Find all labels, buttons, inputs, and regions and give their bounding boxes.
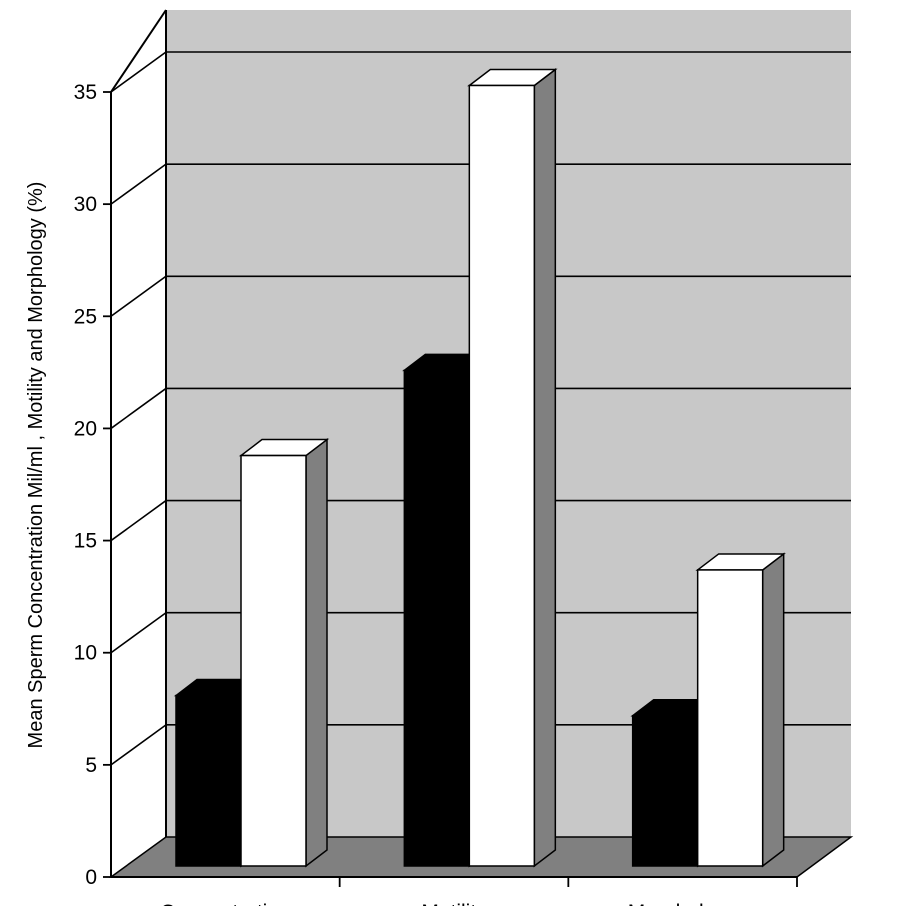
bar — [238, 438, 330, 868]
bar-front — [240, 454, 307, 867]
y-tick-label: 10 — [74, 642, 97, 665]
y-tick-label: 35 — [74, 81, 97, 104]
gridline-side — [110, 163, 167, 205]
y-axis-top-edge — [110, 9, 167, 93]
bar-front — [696, 569, 764, 867]
x-category-label: Motility — [421, 901, 487, 906]
bar-front — [175, 694, 242, 867]
bar — [695, 552, 786, 868]
bar — [467, 67, 558, 868]
bar-front — [468, 84, 536, 867]
gridline-side — [110, 387, 167, 430]
y-axis-label: Mean Sperm Concentration Mil/ml , Motili… — [25, 182, 47, 749]
bar-front — [631, 714, 699, 867]
x-category-label: Morphology — [628, 901, 738, 906]
side-wall — [111, 10, 166, 877]
x-category-label: Concentration — [160, 901, 291, 906]
gridline-side — [110, 724, 167, 766]
y-tick-label: 5 — [85, 754, 97, 777]
y-tick-label: 25 — [74, 305, 97, 328]
bar-front — [403, 369, 471, 867]
axes — [103, 9, 798, 887]
bar-side — [533, 67, 557, 868]
gridline-side — [110, 51, 167, 93]
bar-side — [305, 438, 328, 868]
bar-side — [761, 552, 785, 868]
gridline-side — [110, 499, 167, 542]
bars — [173, 67, 786, 868]
y-tick-label: 15 — [74, 530, 97, 553]
y-tick-label: 0 — [85, 866, 97, 889]
gridline-side — [110, 275, 167, 317]
gridline-side — [110, 612, 167, 654]
y-tick-label: 20 — [74, 417, 97, 440]
y-tick-label: 30 — [74, 193, 97, 216]
